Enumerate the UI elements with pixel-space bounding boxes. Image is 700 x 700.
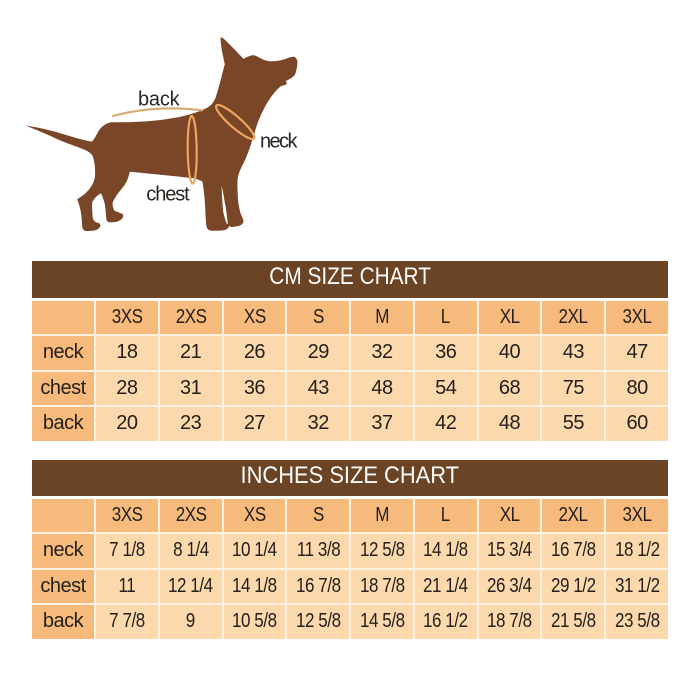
svg-text:chest: chest [146,184,190,206]
svg-text:neck: neck [260,131,298,153]
svg-text:back: back [138,89,181,111]
